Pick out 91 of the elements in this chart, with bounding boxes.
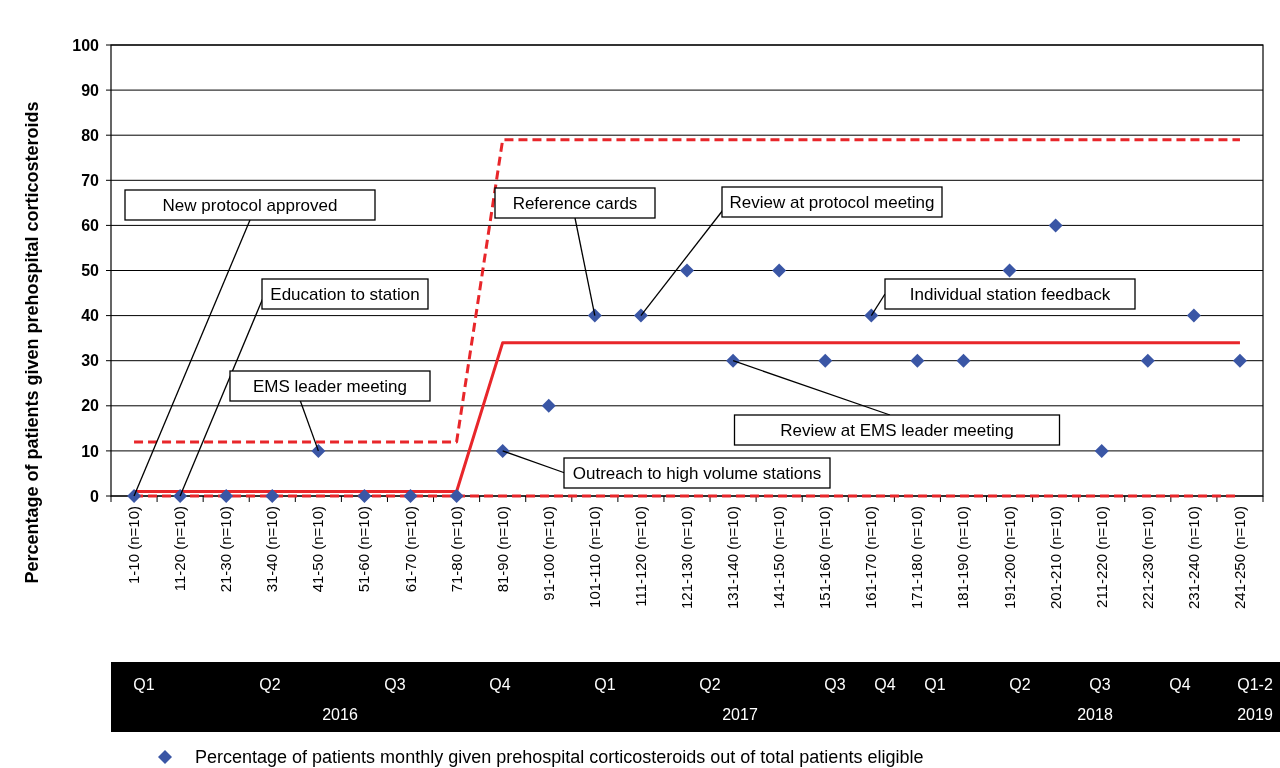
annotation: Outreach to high volume stations xyxy=(572,463,822,483)
callout-box: Review at EMS leader meeting xyxy=(732,360,1061,446)
annotation: Review at protocol meeting xyxy=(729,192,935,212)
point xyxy=(587,308,602,323)
x-tick-label: 61-70 (n=10) xyxy=(401,506,419,593)
x-tick-label: 191-200 (n=10) xyxy=(1000,506,1018,609)
point xyxy=(449,489,464,503)
point xyxy=(956,353,971,368)
x-tick-label: 241-250 (n=10) xyxy=(1230,506,1248,609)
point xyxy=(680,263,694,278)
x-tick-label: 161-170 (n=10) xyxy=(862,506,880,609)
text: Q4 xyxy=(1169,675,1191,693)
text: Q1 xyxy=(924,675,946,693)
point xyxy=(219,489,234,503)
x-tick-label: 151-160 (n=10) xyxy=(816,506,834,609)
text: Q3 xyxy=(1089,675,1111,693)
point xyxy=(1232,353,1247,368)
x-tick-label: 21-30 (n=10) xyxy=(217,506,235,593)
y-tick-label: 50 xyxy=(81,262,100,280)
text: Q1-2 xyxy=(1237,675,1273,693)
point xyxy=(495,443,510,458)
point xyxy=(1140,353,1155,368)
point xyxy=(910,353,925,368)
text: Q4 xyxy=(489,675,511,693)
text: 2019 xyxy=(1237,705,1273,723)
y-tick-label: 20 xyxy=(81,397,100,415)
text: Q2 xyxy=(259,675,281,693)
x-tick-label: 131-140 (n=10) xyxy=(724,506,742,609)
point xyxy=(726,353,741,368)
y-tick-label: 70 xyxy=(81,171,100,189)
callout-box: Reference cards xyxy=(494,187,656,317)
point xyxy=(357,489,372,503)
x-tick-label: 121-130 (n=10) xyxy=(678,506,695,609)
text: Q2 xyxy=(1009,675,1031,693)
x-tick-label: 81-90 (n=10) xyxy=(493,506,511,593)
y-tick-label: 100 xyxy=(72,36,100,54)
point xyxy=(633,308,648,323)
x-tick-label: 211-220 (n=10) xyxy=(1092,506,1110,608)
x-tick-label: 11-20 (n=10) xyxy=(171,506,189,592)
point xyxy=(1186,308,1201,323)
x-tick-label: 71-80 (n=10) xyxy=(447,506,465,593)
x-tick-label: 111-120 (n=10) xyxy=(631,506,649,607)
text: Q2 xyxy=(699,675,721,693)
text: Q1 xyxy=(133,675,155,693)
point xyxy=(1094,443,1109,458)
annotation: New protocol approved xyxy=(162,195,338,215)
y-tick-label: 40 xyxy=(81,307,100,325)
x-tick-label: 41-50 (n=10) xyxy=(309,506,327,593)
annotation: Education to station xyxy=(270,284,420,304)
point xyxy=(818,353,833,368)
point xyxy=(864,308,879,323)
x-tick-label: 51-60 (n=10) xyxy=(355,506,373,593)
point xyxy=(173,489,188,503)
annotation: Review at EMS leader meeting xyxy=(780,420,1014,440)
point xyxy=(403,489,418,503)
x-tick-label: 221-230 (n=10) xyxy=(1138,506,1156,609)
annotation: Individual station feedback xyxy=(909,284,1111,304)
y-tick-label: 30 xyxy=(81,352,100,370)
point xyxy=(1048,218,1063,233)
x-tick-label: 171-180 (n=10) xyxy=(908,506,926,609)
y-tick-label: 80 xyxy=(81,126,100,144)
x-tick-label: 181-190 (n=10) xyxy=(954,506,972,609)
text: Q3 xyxy=(824,675,846,693)
x-tick-label: 91-100 (n=10) xyxy=(539,506,557,601)
text: 2017 xyxy=(722,705,758,723)
y-tick-label: 0 xyxy=(90,487,100,505)
annotation: Reference cards xyxy=(512,193,638,213)
y-tick-label: 10 xyxy=(81,442,100,460)
y-tick-label: 60 xyxy=(81,217,100,234)
callout-box: EMS leader meeting xyxy=(229,370,431,452)
text: 2018 xyxy=(1077,705,1113,723)
text: Q4 xyxy=(874,675,896,693)
text: Q1 xyxy=(594,675,616,693)
x-tick-label: 141-150 (n=10) xyxy=(770,506,788,609)
annotation: EMS leader meeting xyxy=(252,376,408,396)
point xyxy=(541,398,556,413)
x-tick-label: 31-40 (n=10) xyxy=(263,506,281,593)
text: Q3 xyxy=(384,675,406,693)
point xyxy=(265,489,280,503)
x-tick-label: 1-10 (n=10) xyxy=(125,506,143,584)
x-tick-label: 101-110 (n=10) xyxy=(585,506,603,608)
y-tick-label: 90 xyxy=(81,81,100,99)
x-tick-label: 231-240 (n=10) xyxy=(1184,506,1202,609)
point xyxy=(1002,263,1017,278)
x-tick-label: 201-210 (n=10) xyxy=(1046,506,1064,609)
point xyxy=(127,489,142,503)
y-axis-title: Percentage of patients given prehospital corticosteroids xyxy=(22,101,42,584)
point xyxy=(772,263,787,278)
text: 2016 xyxy=(322,705,358,723)
point xyxy=(311,443,326,458)
legend-label: Percentage of patients monthly given prehospital corticosteroids out of total patients eligible xyxy=(195,747,924,768)
